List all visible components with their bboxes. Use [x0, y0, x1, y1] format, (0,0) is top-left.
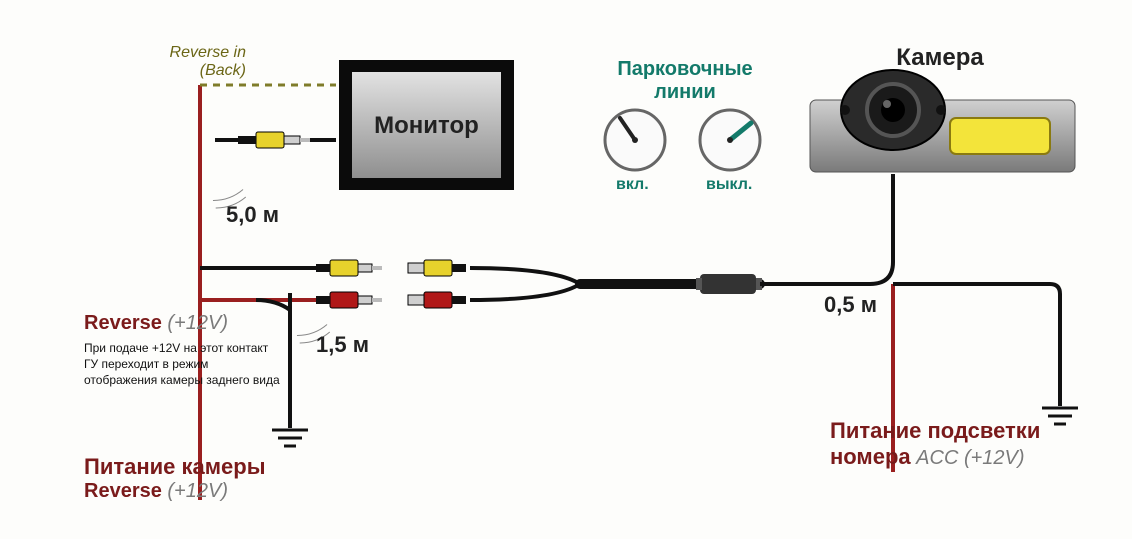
ground-right-icon	[1042, 408, 1078, 424]
rca-red-female-right	[408, 292, 466, 308]
reverse-12v-label: Reverse (+12V)	[84, 312, 228, 335]
switch-off-label: выкл.	[706, 176, 752, 194]
power-cam-label: Питание камеры	[84, 454, 266, 480]
len-0-5m: 0,5 м	[824, 292, 877, 318]
switch-on	[605, 110, 665, 170]
power-light-sub: номера ACC (+12V)	[830, 444, 1025, 470]
len-1-5m: 1,5 м	[316, 332, 369, 358]
parking-lines-label: Парковочные линии	[590, 58, 780, 104]
rca-red-male-left	[316, 292, 382, 308]
camera-assembly	[810, 70, 1075, 172]
power-light-label: Питание подсветки	[830, 418, 1040, 444]
monitor-label: Монитор	[339, 112, 514, 140]
reverse-note: При подаче +12V на этот контакт ГУ перех…	[84, 340, 280, 389]
len-5m: 5,0 м	[226, 202, 279, 228]
reverse-in-label: Reverse in (Back)	[170, 44, 246, 80]
rca-yellow-female-right	[408, 260, 466, 276]
rca-yellow-to-monitor	[238, 132, 310, 148]
rca-yellow-male-left	[316, 260, 382, 276]
switch-on-label: вкл.	[616, 176, 649, 194]
camera-title: Камера	[820, 44, 1060, 72]
switch-off	[700, 110, 760, 170]
ground-left-icon	[272, 430, 308, 446]
power-cam-sub: Reverse (+12V)	[84, 480, 228, 503]
